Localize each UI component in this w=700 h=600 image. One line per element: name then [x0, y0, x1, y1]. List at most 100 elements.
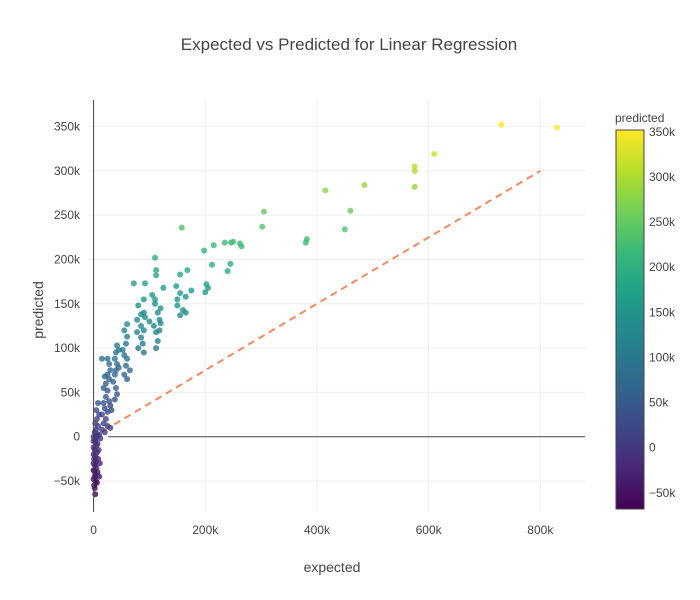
data-point [130, 280, 137, 287]
data-point [150, 322, 157, 329]
data-point [134, 316, 141, 323]
data-point [104, 408, 111, 415]
data-point [93, 433, 100, 440]
colorbar-gradient [615, 129, 645, 510]
colorbar-tick-label: 200k [649, 260, 676, 274]
data-point [178, 224, 185, 231]
data-point [94, 440, 101, 447]
data-point [182, 293, 189, 300]
data-point [177, 290, 184, 297]
colorbar-tick-label: −50k [649, 486, 676, 500]
x-tick-label: 800k [527, 523, 554, 537]
data-point [115, 346, 122, 353]
data-point [107, 367, 114, 374]
x-tick-label: 400k [304, 523, 331, 537]
x-tick-label: 200k [192, 523, 219, 537]
y-tick-label: 100k [54, 341, 81, 355]
data-point [115, 364, 122, 371]
y-tick-label: 200k [54, 252, 81, 266]
data-point [208, 261, 215, 268]
x-tick-label: 0 [90, 523, 97, 537]
data-point [138, 334, 145, 341]
data-point [259, 223, 266, 230]
colorbar-tick-label: 0 [649, 441, 656, 455]
colorbar-tick-label: 100k [649, 350, 676, 364]
data-point [101, 429, 108, 436]
data-point [121, 327, 128, 334]
data-point [188, 287, 195, 294]
data-point [431, 151, 438, 158]
data-point [341, 226, 348, 233]
data-point [177, 312, 184, 319]
colorbar-ticks: −50k 0 50k 100k 150k 200k 250k 300k 350k [649, 125, 676, 500]
axes [93, 100, 585, 512]
data-point [134, 329, 141, 336]
data-points [90, 121, 561, 498]
data-point [260, 208, 267, 215]
data-point [152, 296, 159, 303]
data-point [174, 296, 181, 303]
chart-title: Expected vs Predicted for Linear Regress… [181, 35, 517, 54]
data-point [157, 320, 164, 327]
data-point [91, 485, 98, 492]
data-point [153, 267, 160, 274]
colorbar-tick-label: 50k [649, 396, 669, 410]
data-point [96, 411, 103, 418]
data-point [104, 355, 111, 362]
data-point [498, 121, 505, 128]
data-point [227, 260, 234, 267]
gridlines [88, 100, 585, 512]
data-point [111, 396, 118, 403]
data-point [221, 239, 228, 246]
data-point [152, 254, 159, 261]
y-tick-label: 150k [54, 297, 81, 311]
data-point [124, 321, 131, 328]
reference-line-group [93, 170, 541, 438]
data-point [149, 291, 156, 298]
data-point [95, 400, 102, 407]
data-point [122, 340, 129, 347]
tick-labels: 0 200k 400k 600k 800k −50k 0 50k 100k 150k 200k 250… [54, 120, 555, 537]
data-point [411, 163, 418, 170]
data-point [141, 280, 148, 287]
data-point [210, 242, 217, 249]
data-point [322, 187, 329, 194]
data-point [122, 362, 129, 369]
data-point [230, 238, 237, 245]
data-point [126, 367, 133, 374]
data-point [112, 384, 119, 391]
data-point [174, 302, 181, 309]
data-point [152, 300, 159, 307]
data-point [138, 322, 145, 329]
colorbar-tick-label: 150k [649, 305, 676, 319]
y-axis-title: predicted [30, 281, 46, 339]
data-point [140, 296, 147, 303]
data-point [102, 393, 109, 400]
data-point [154, 337, 161, 344]
data-point [173, 283, 180, 290]
data-point [93, 479, 100, 486]
colorbar-tick-label: 350k [649, 125, 676, 139]
data-point [93, 407, 100, 414]
data-point [102, 380, 109, 387]
data-point [124, 376, 131, 383]
data-point [140, 327, 147, 334]
data-point [135, 302, 142, 309]
data-point [361, 182, 368, 189]
data-point [411, 183, 418, 190]
data-point [139, 340, 146, 347]
data-point [201, 247, 208, 254]
data-point [96, 460, 103, 467]
data-point [157, 305, 164, 312]
data-point [154, 309, 161, 316]
data-point [411, 167, 418, 174]
data-point [205, 284, 212, 291]
y-tick-label: 0 [73, 430, 80, 444]
data-point [124, 333, 131, 340]
y-tick-label: 300k [54, 164, 81, 178]
data-point [184, 267, 191, 274]
colorbar-tick-label: 250k [649, 215, 676, 229]
data-point [153, 345, 160, 352]
y-tick-label: 350k [54, 120, 81, 134]
data-point [102, 415, 109, 422]
